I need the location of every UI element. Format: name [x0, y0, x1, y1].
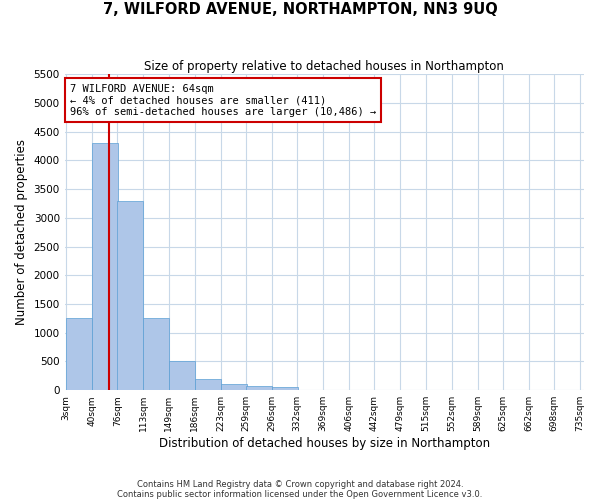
Bar: [272, 387, 298, 390]
Bar: [118, 200, 143, 390]
Bar: [169, 362, 194, 390]
X-axis label: Distribution of detached houses by size in Northampton: Distribution of detached houses by size …: [158, 437, 490, 450]
Bar: [194, 378, 221, 390]
Bar: [246, 386, 272, 390]
Title: Size of property relative to detached houses in Northampton: Size of property relative to detached ho…: [144, 60, 504, 73]
Y-axis label: Number of detached properties: Number of detached properties: [15, 139, 28, 325]
Text: 7 WILFORD AVENUE: 64sqm
← 4% of detached houses are smaller (411)
96% of semi-de: 7 WILFORD AVENUE: 64sqm ← 4% of detached…: [70, 84, 376, 117]
Bar: [221, 384, 247, 390]
Bar: [92, 143, 118, 390]
Text: 7, WILFORD AVENUE, NORTHAMPTON, NN3 9UQ: 7, WILFORD AVENUE, NORTHAMPTON, NN3 9UQ: [103, 2, 497, 18]
Bar: [66, 318, 92, 390]
Bar: [143, 318, 169, 390]
Text: Contains HM Land Registry data © Crown copyright and database right 2024.
Contai: Contains HM Land Registry data © Crown c…: [118, 480, 482, 499]
